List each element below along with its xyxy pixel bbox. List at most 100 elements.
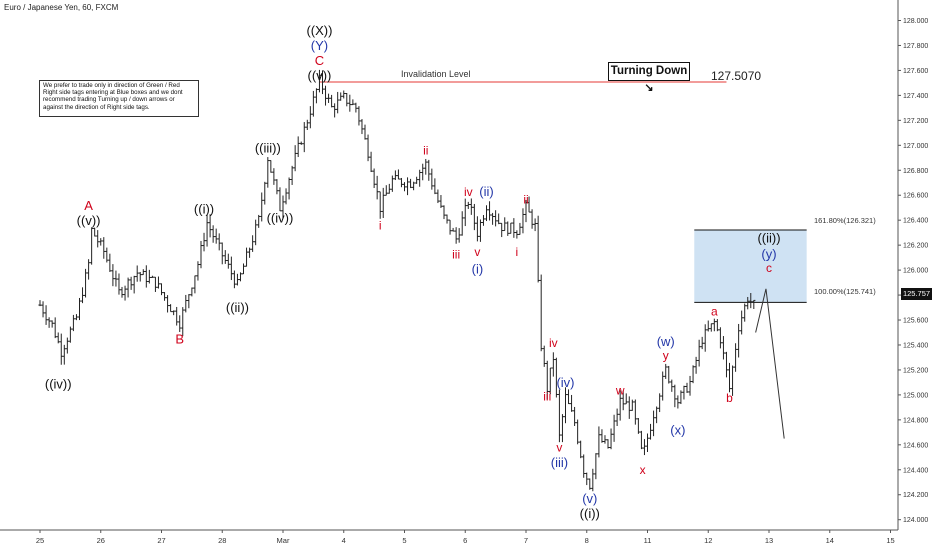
ohlc-bar	[645, 433, 650, 453]
target-zone-layer	[694, 229, 807, 303]
ohlc-bar	[41, 301, 45, 318]
ohlc-bar	[111, 264, 115, 287]
wave-label: y	[663, 348, 669, 362]
ohlc-bar	[360, 119, 364, 135]
x-tick-label: 15	[886, 536, 894, 545]
wave-label: ((iii))	[255, 140, 281, 155]
y-tick-label: 127.000	[903, 143, 928, 150]
turning-label: Turning Down	[610, 65, 688, 77]
x-tick-label: 12	[704, 536, 712, 545]
ohlc-bar	[691, 365, 695, 384]
ohlc-bar	[576, 419, 580, 445]
ohlc-bar	[77, 297, 82, 321]
ohlc-bar	[90, 227, 94, 265]
y-tick-label: 124.800	[903, 417, 928, 424]
ohlc-bar	[351, 99, 355, 106]
wave-label: ii	[523, 192, 528, 206]
ohlc-bar	[214, 228, 218, 244]
ohlc-bar	[676, 395, 680, 409]
ohlc-bar	[405, 177, 410, 196]
ohlc-bar	[241, 263, 246, 275]
y-tick-label: 126.200	[903, 243, 928, 250]
x-tick-label: 7	[524, 536, 528, 545]
ohlc-bar	[314, 88, 319, 104]
ohlc-bar	[737, 323, 741, 358]
ohlc-bar	[399, 177, 404, 188]
y-tick-label: 126.000	[903, 268, 928, 275]
invalidation-level-label: Invalidation Level	[401, 69, 471, 79]
ohlc-bar	[730, 365, 735, 396]
ohlc-bar	[175, 306, 179, 326]
ohlc-bar	[184, 294, 188, 313]
ohlc-bar	[132, 275, 136, 294]
ohlc-bar	[469, 198, 473, 215]
wave-label: iii	[452, 247, 460, 261]
wave-label: ((iv))	[267, 210, 294, 225]
wave-label: ((X))	[306, 23, 332, 38]
ohlc-bar	[627, 396, 631, 419]
ohlc-bar	[597, 426, 601, 458]
wave-label: v	[556, 441, 562, 455]
ohlc-bar	[715, 319, 719, 332]
wave-label: ((v))	[77, 213, 101, 228]
ohlc-bar	[484, 205, 489, 222]
ohlc-bar	[554, 357, 558, 398]
ohlc-bar	[302, 122, 306, 153]
ohlc-bar	[290, 165, 294, 185]
ohlc-bar	[272, 168, 276, 185]
ohlc-bar	[746, 296, 750, 310]
ohlc-bar	[372, 168, 376, 189]
y-tick-label: 125.000	[903, 392, 928, 399]
ohlc-bar	[220, 242, 224, 265]
ohlc-bar	[96, 230, 100, 248]
wave-label: (x)	[670, 423, 685, 438]
ohlc-bar	[494, 210, 498, 227]
x-tick-label: 26	[97, 536, 105, 545]
x-tick-label: 4	[342, 536, 346, 545]
ohlc-bar	[563, 387, 568, 424]
ohlc-bar	[706, 320, 710, 332]
projection-layer	[755, 288, 785, 439]
ohlc-bar	[606, 439, 610, 449]
ohlc-bar	[387, 183, 391, 194]
ohlc-bar	[396, 169, 401, 180]
ohlc-bar	[506, 221, 510, 236]
ohlc-bar	[743, 303, 747, 322]
ohlc-bar	[402, 182, 407, 192]
wave-label: (w)	[657, 334, 675, 349]
ohlc-bar	[615, 408, 619, 427]
ohlc-bar	[518, 222, 522, 235]
ohlc-bar	[144, 265, 148, 288]
ohlc-bar	[187, 294, 191, 309]
ohlc-bar	[585, 472, 589, 486]
ohlc-bar	[181, 307, 185, 337]
ohlc-bar	[466, 201, 470, 209]
target-zone-box	[694, 230, 807, 303]
ohlc-bar	[460, 211, 464, 236]
ohlc-bar	[384, 185, 388, 196]
x-tick-label: 5	[402, 536, 406, 545]
ohlc-bar	[138, 271, 142, 282]
ohlc-bar	[147, 269, 151, 284]
y-tick-label: 126.800	[903, 168, 928, 175]
projection-path	[755, 288, 785, 439]
ohlc-bar	[639, 430, 644, 450]
ohlc-bar	[330, 94, 334, 108]
ohlc-bar	[108, 253, 112, 272]
ohlc-bar	[594, 453, 598, 480]
x-tick-label: Mar	[277, 536, 290, 545]
ohlc-bar	[430, 168, 434, 190]
ohlc-bar	[709, 323, 713, 332]
y-tick-label: 127.800	[903, 43, 928, 50]
ohlc-bar	[679, 390, 683, 405]
ohlc-bar	[156, 276, 161, 289]
ohlc-bar	[129, 276, 133, 290]
ohlc-bar	[93, 227, 97, 237]
y-tick-label: 127.200	[903, 118, 928, 125]
ohlc-bar	[235, 273, 240, 286]
wave-label: iv	[549, 336, 558, 350]
wave-label: ((ii))	[757, 230, 780, 245]
ohlc-bar	[257, 214, 261, 228]
invalidation-price-label: 127.5070	[711, 69, 762, 83]
wave-label: iii	[543, 390, 551, 404]
